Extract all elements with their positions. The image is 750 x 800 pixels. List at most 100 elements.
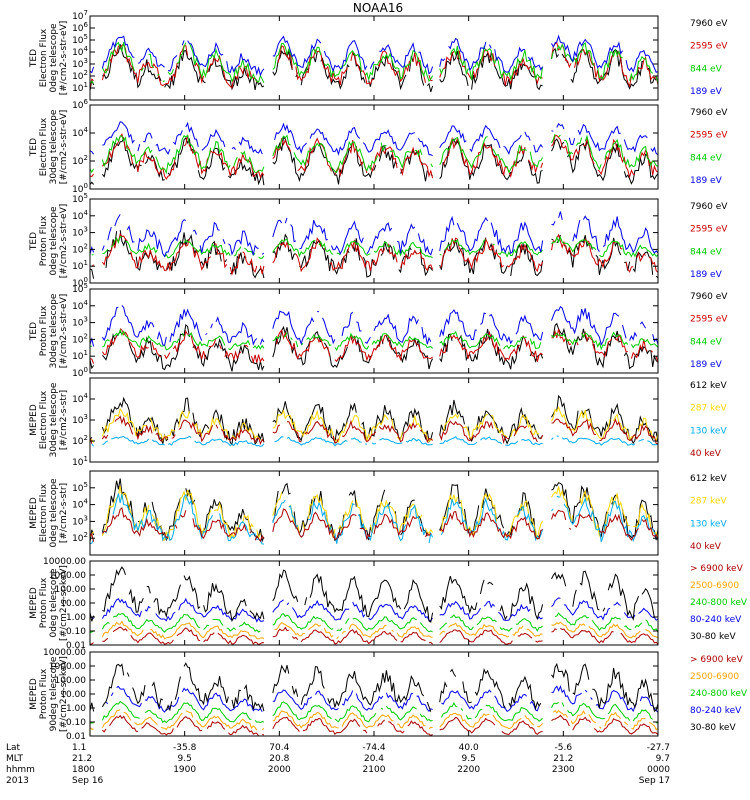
series-7-3 [89,612,659,633]
legend-entry: 7960 eV [690,19,728,29]
y-tick-label: 100.00 [55,676,87,686]
panel-frame [89,104,659,190]
y-tick-label: 104 [72,209,88,222]
y-axis-label: TEDElectron Flux30deg telescope[#/cm2-s-… [29,109,69,184]
y-axis-label: MEPEDProton Flux90deg telescope[#/cm2-s-… [29,656,69,732]
axis-row-value: 20.8 [269,754,289,764]
y-axis-label: MEPEDElectron Flux30deg telescope[#/cm2-… [29,382,69,457]
legend-entry: 2500-6900 [690,672,739,682]
y-tick-label: 101 [72,349,88,362]
series-3-4 [89,211,659,258]
legend-entry: 130 keV [690,519,727,529]
series-1-4 [89,34,659,77]
legend-entry: > 6900 keV [690,655,744,665]
axis-row-value: 2000 [268,765,291,775]
series-8-4 [105,685,659,713]
panel-frame [89,288,659,374]
legend-entry: 287 keV [690,497,727,507]
legend-entry: 612 keV [690,474,727,484]
series-5-3 [91,435,659,447]
series-4-4 [89,305,659,347]
y-tick-label: 102 [72,242,88,255]
legend-entry: 189 eV [690,87,723,97]
series-7-2 [101,620,659,640]
axis-row-value: Sep 16 [72,776,104,786]
legend-entry: 189 eV [690,176,723,186]
series-2-3 [89,133,659,175]
time-axis: Lat 1.1 -35.8 70.4 -74.4 40.0 -5.6 -27.7 MLT 21.2… [6,743,670,786]
axis-row-value: 40.0 [459,743,479,753]
axis-row-value: 1800 [72,765,95,775]
series-7-1 [89,626,659,646]
axis-row-value: 70.4 [269,743,289,753]
legend-entry: 2500-6900 [690,581,739,591]
legend-entry: 2595 eV [690,42,728,52]
series-6-4 [89,506,659,543]
series-3-3 [91,235,659,259]
y-tick-label: 101 [72,259,88,272]
axis-row-value: 2300 [552,765,575,775]
y-tick-label: 1.00 [66,613,86,623]
legend-entry: 40 keV [690,449,722,459]
y-tick-label: 102 [72,332,88,345]
y-tick-label: 10.00 [60,690,86,700]
y-tick-label: 10000.00 [43,557,86,567]
series-8-2 [89,709,659,731]
axis-row-value: 1.1 [72,743,86,753]
axis-row-name: hhmm [6,765,35,775]
axis-row-value: 2200 [457,765,480,775]
legend-entry: 80-240 keV [690,615,742,625]
y-axis-label: TEDProton Flux0deg telescope[#/cm2-s-str… [29,204,69,279]
y-tick-label: 105 [72,481,88,494]
panel-8: 10000.00 1000.00 100.00 10.00 1.00 0.10 0.01ME… [29,648,748,742]
panel-7: 10000.00 1000.00 100.00 10.00 1.00 0.10 0.01ME… [29,557,748,651]
axis-row-value: 1900 [173,765,196,775]
legend-entry: 2595 eV [690,315,728,325]
panel-frame [89,15,659,101]
y-tick-label: 104 [72,498,88,511]
legend-entry: 844 eV [690,153,723,163]
series-2-2 [89,133,659,180]
y-tick-label: 10.00 [60,599,86,609]
series-4-3 [90,328,659,352]
y-tick-label: 101 [72,81,88,94]
y-tick-label: 103 [72,514,88,527]
legend-entry: 7960 eV [690,108,728,118]
legend-entry: 189 eV [690,360,723,370]
axis-row-value: -74.4 [362,743,386,753]
axis-row-name: 2013 [6,776,29,786]
y-axis-label: TEDElectron Flux0deg telescope[#/cm2-s-s… [29,21,69,96]
legend-entry: 2595 eV [690,225,728,235]
axis-row-value: -35.8 [173,743,197,753]
series-4-2 [89,328,659,365]
y-tick-label: 0.01 [66,732,86,742]
y-tick-label: 101 [72,455,88,468]
legend-entry: 612 keV [690,381,727,391]
series-7-5 [90,567,658,622]
axis-row-value: -5.6 [555,743,573,753]
y-axis-label: MEPEDElectron Flux0deg telescope[#/cm2-s… [29,478,69,548]
legend-entry: 189 eV [690,270,723,280]
axis-row-value: 2100 [363,765,386,775]
panel-frame [89,377,659,463]
series-2-4 [89,121,659,157]
series-5-4 [89,415,659,446]
series-8-5 [89,662,659,713]
y-tick-label: 1.00 [66,704,86,714]
legend-entry: 40 keV [690,542,722,552]
axis-row-value: -27.7 [647,743,670,753]
y-tick-label: 102 [72,434,88,447]
axis-row-name: MLT [6,754,24,764]
y-tick-label: 104 [72,299,88,312]
series-8-1 [102,714,659,737]
figure-title: NOAA16 [353,1,403,15]
legend-entry: 844 eV [690,64,723,74]
axis-row-name: Lat [6,743,21,753]
legend-entry: 7960 eV [690,202,728,212]
legend-entry: 2595 eV [690,131,728,141]
